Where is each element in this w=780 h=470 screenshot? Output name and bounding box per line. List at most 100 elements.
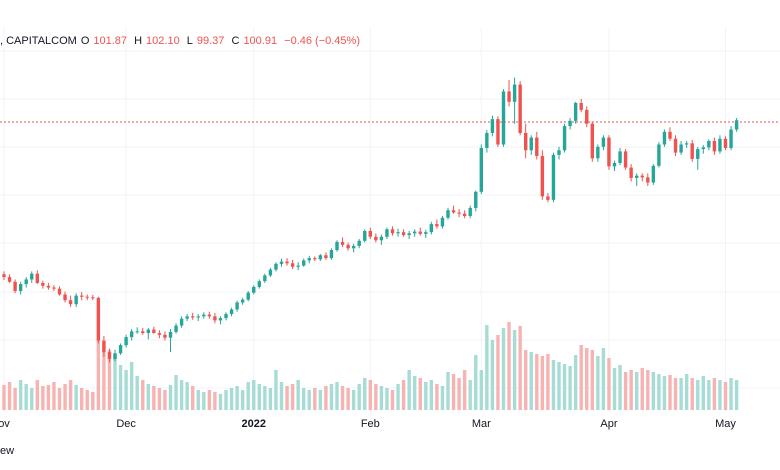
candle-body [635,175,639,178]
volume-bar [2,385,6,410]
x-tick-label: Apr [600,418,617,430]
volume-bar [363,378,367,410]
candle-body [185,316,189,319]
volume-bar [518,326,522,410]
candle-body [662,131,667,145]
candle-body [679,144,683,153]
candle-body [351,245,356,249]
volume-bar [684,374,689,410]
volume-bar [146,384,150,410]
volume-bar [601,348,606,410]
volume-bar [57,388,62,410]
candle-body [146,329,150,334]
volume-bar [396,384,400,410]
volume-bar [118,365,123,410]
candle-body [107,352,112,360]
candle-body [179,318,184,326]
candle-body [573,102,578,121]
volume-bar [401,380,406,410]
candle-body [229,309,234,315]
volume-bar [496,335,500,410]
candle-body [507,91,511,102]
volume-bar [507,322,511,410]
candle-body [723,138,728,148]
candle-body [696,149,700,159]
candle-body [501,91,506,145]
candle-body [657,144,661,166]
volume-bar [102,345,106,410]
candle-body [479,147,483,192]
footer-label[interactable]: ew [0,445,15,457]
candle-body [429,224,434,233]
candle-body [440,217,445,227]
candle-body [346,244,350,249]
volume-bar [279,382,284,410]
candle-body [379,236,384,241]
volume-bar [113,355,117,410]
candle-body [57,288,62,295]
candle-body [313,258,317,260]
x-tick-label: 2022 [242,418,266,430]
candle-body [607,137,611,167]
volume-bar [524,350,528,410]
volume-bar [41,386,45,410]
volume-bar [668,375,672,410]
candle-body [340,241,345,245]
chart-grid [0,28,780,412]
volume-bar [124,370,128,410]
candle-body [335,241,339,251]
volume-bar [551,360,556,410]
volume-bar [529,352,533,410]
volume-bar [440,386,445,410]
volume-bar [562,364,567,410]
volume-bar [13,388,17,410]
volume-bar [457,378,461,410]
candle-body [102,340,106,353]
volume-bar [85,390,89,410]
candle-body [318,255,323,260]
candle-body [640,175,644,178]
volume-bar [723,382,728,410]
volume-bar [718,380,722,410]
candle-body [468,207,472,217]
volume-bar [135,376,139,410]
volume-bar [696,380,700,410]
candle-body [551,154,556,200]
candle-body [363,231,367,241]
candle-body [585,109,589,124]
candle-body [496,119,500,145]
candle-body [413,231,417,234]
candle-body [707,141,711,148]
volume-bar [96,340,101,410]
candle-body [135,331,139,333]
volume-bar [374,384,378,410]
volume-bar [635,372,639,410]
volume-bar [479,370,483,410]
volume-bar [629,370,633,410]
x-tick-label: Feb [361,418,380,430]
volume-bar [640,368,644,410]
candle-body [529,137,533,151]
volume-bar [202,392,206,410]
volume-bar [462,370,467,410]
volume-bar [340,386,345,410]
volume-bar [274,370,278,410]
candle-body [718,138,722,152]
volume-bar [557,362,561,410]
candle-body [485,132,489,148]
volume-bar [435,384,439,410]
volume-bar [318,390,323,410]
candle-body [285,261,289,264]
symbol-source: , CAPITALCOM [0,35,77,47]
volume-bar [707,380,711,410]
candle-body [24,279,28,285]
time-axis[interactable]: ov Dec 2022 Feb Mar Apr May [0,418,736,430]
candle-body [701,147,705,150]
volume-bar [646,370,650,410]
volume-bar [313,388,317,410]
candle-body [157,333,162,335]
volume-bar [546,354,550,410]
candle-body [224,314,228,319]
volume-bar [7,382,12,410]
